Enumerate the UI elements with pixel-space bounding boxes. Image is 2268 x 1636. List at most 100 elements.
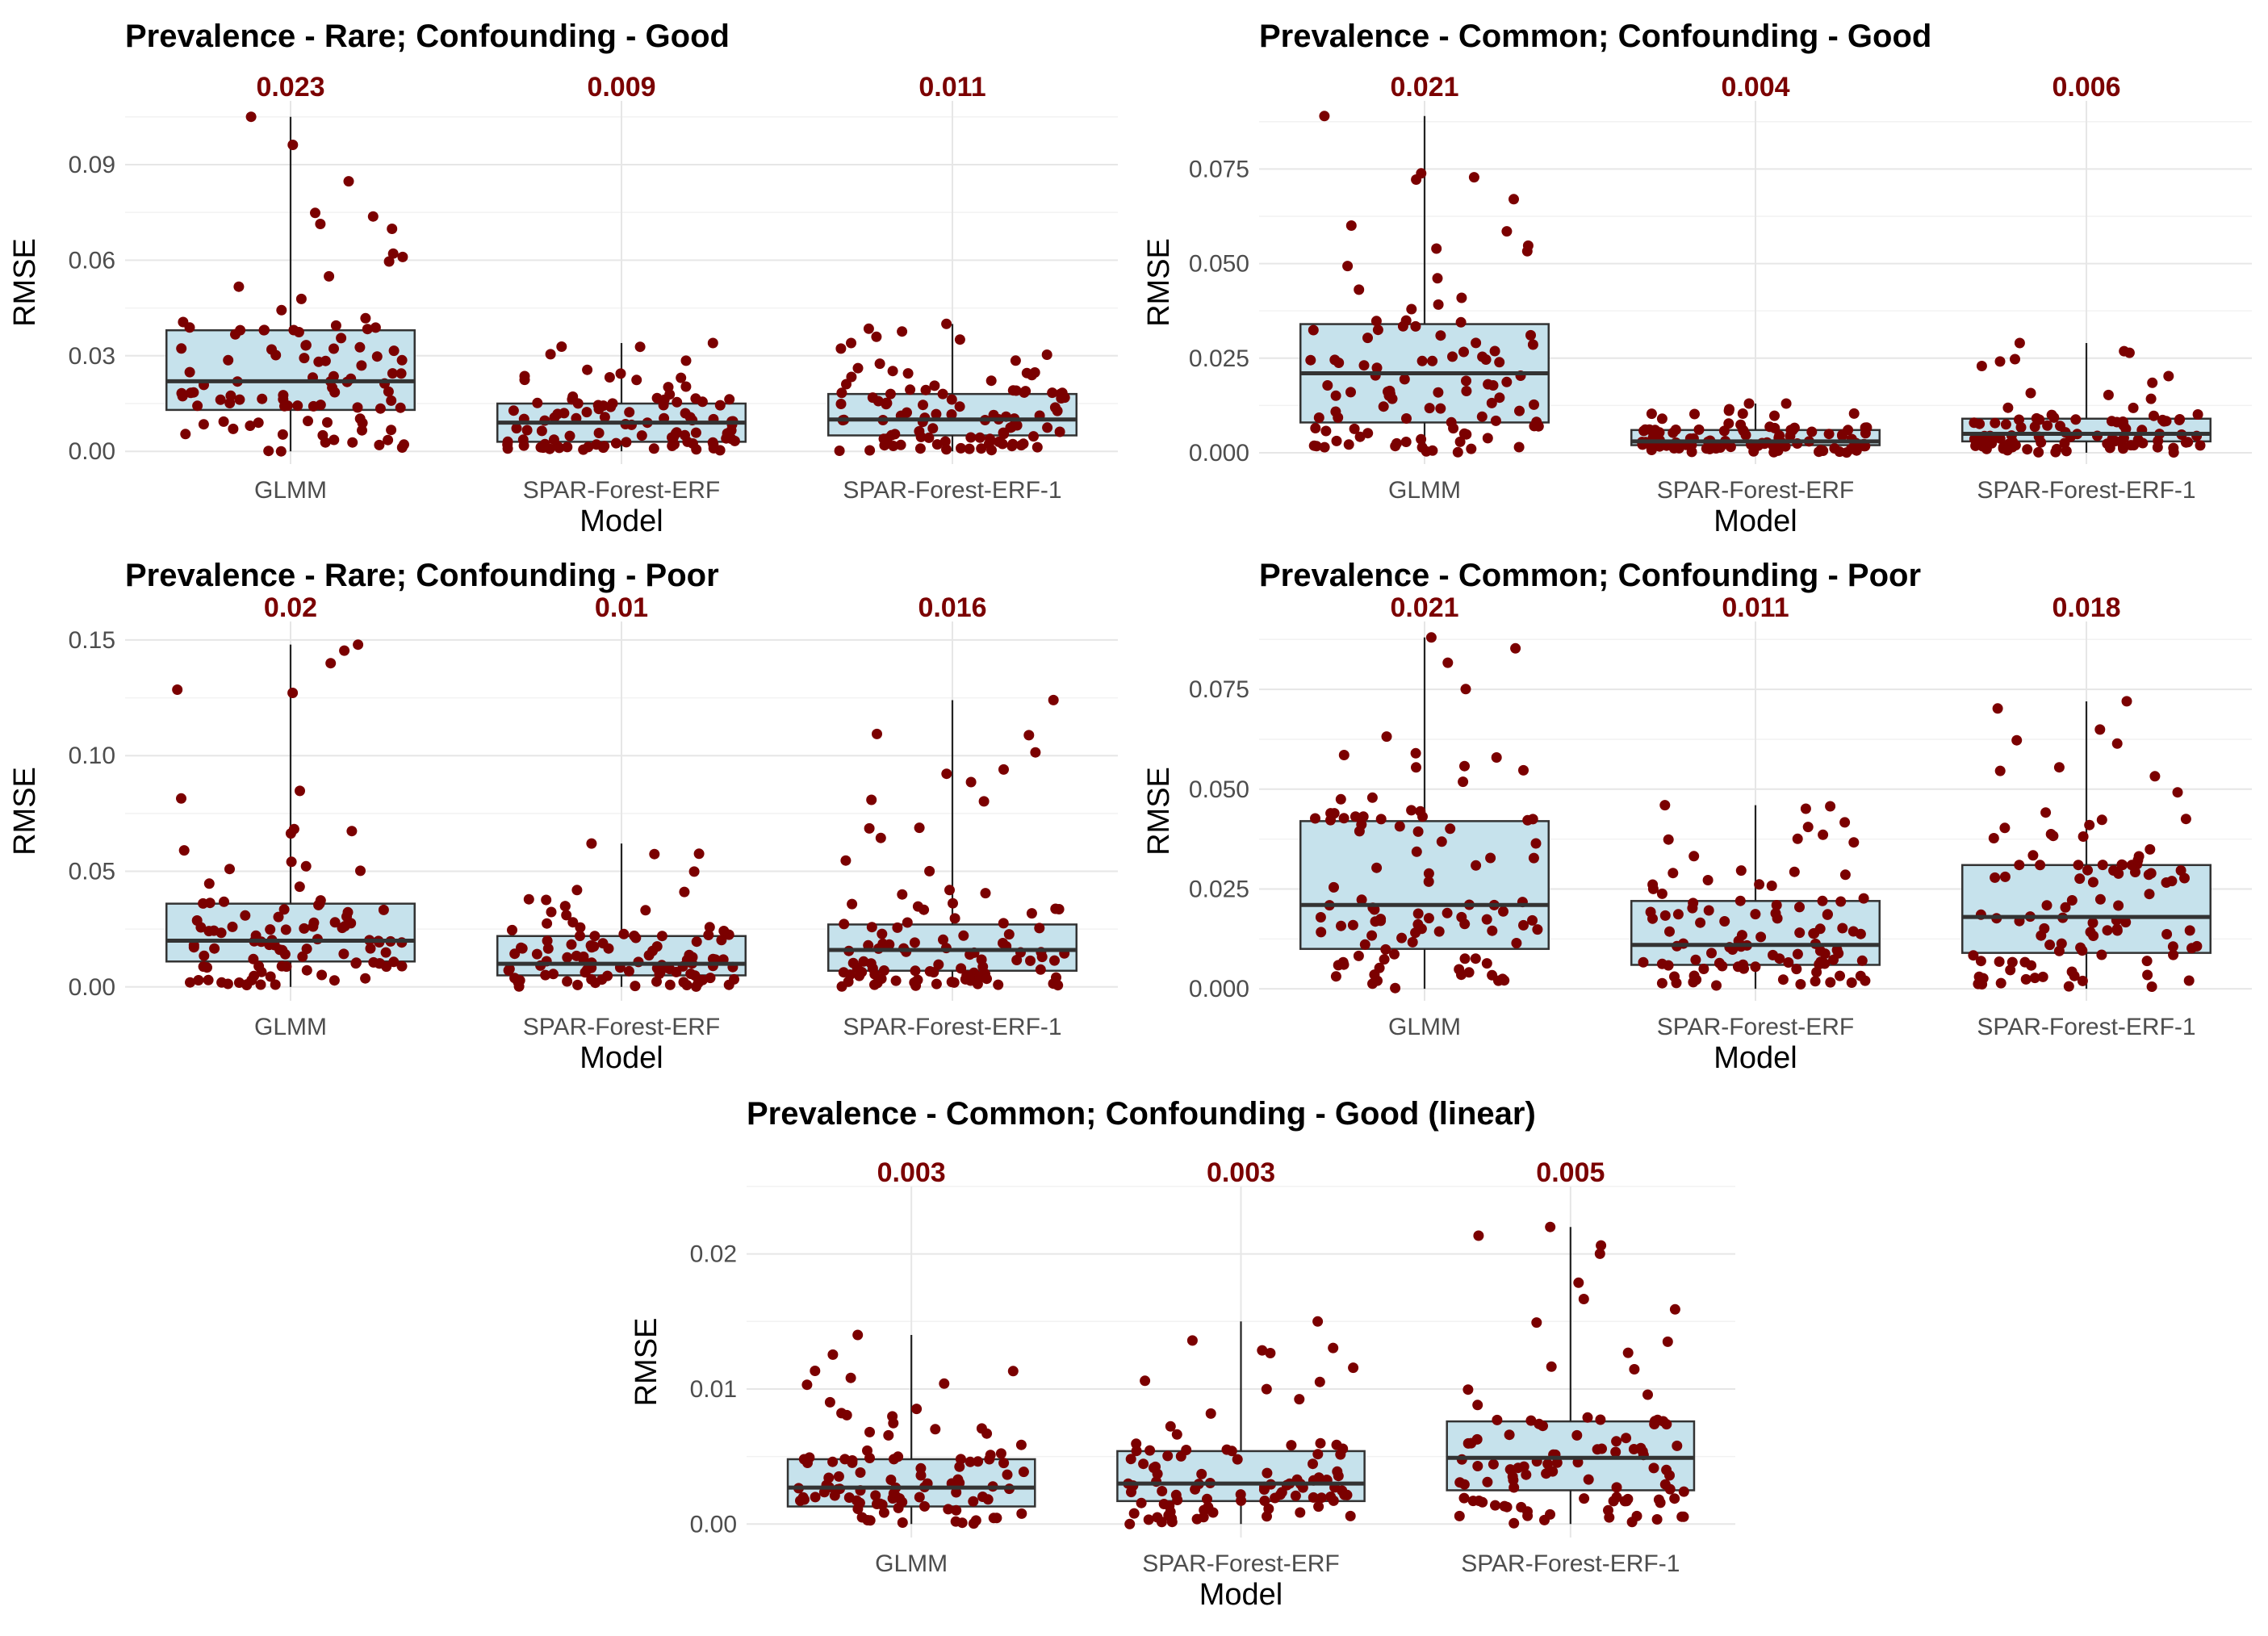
data-point	[1312, 1449, 1324, 1460]
data-point	[234, 394, 245, 405]
data-point	[980, 888, 991, 899]
data-point	[2117, 860, 2128, 871]
panel-title: Prevalence - Common; Confounding - Good	[1259, 19, 1931, 54]
data-point	[1265, 1348, 1276, 1358]
data-point	[881, 399, 892, 410]
data-point	[2120, 917, 2132, 928]
data-point	[847, 898, 858, 910]
data-point	[958, 930, 969, 941]
box-SPAR-Forest-ERF: 0.004	[1630, 72, 1881, 458]
data-point	[1181, 1445, 1192, 1455]
data-point	[330, 320, 341, 331]
data-point	[902, 368, 914, 379]
data-point	[1397, 320, 1408, 332]
data-point	[2077, 945, 2088, 956]
data-point	[249, 970, 260, 981]
data-point	[2096, 814, 2107, 826]
data-point	[513, 981, 525, 992]
x-axis-title: Model	[580, 1041, 663, 1075]
data-point	[562, 976, 573, 987]
data-point	[383, 434, 394, 446]
data-point	[278, 390, 289, 401]
data-point	[624, 407, 635, 418]
data-point	[2050, 446, 2061, 458]
data-point	[328, 370, 339, 382]
data-point	[697, 396, 708, 408]
data-point	[965, 776, 977, 788]
data-point	[294, 881, 305, 893]
data-point	[623, 965, 634, 977]
data-point	[618, 928, 630, 939]
data-point	[1594, 1248, 1605, 1259]
data-point	[545, 349, 556, 360]
x-tick-label: SPAR-Forest-ERF	[523, 477, 720, 504]
data-point	[1501, 226, 1513, 237]
data-point	[1472, 1400, 1483, 1411]
data-point	[839, 918, 850, 930]
data-point	[843, 1492, 855, 1503]
data-point	[1688, 897, 1699, 909]
data-point	[395, 402, 406, 413]
data-point	[1458, 776, 1469, 788]
mean-label: 0.023	[256, 72, 324, 103]
data-point	[716, 935, 727, 946]
data-point	[1646, 445, 1657, 455]
data-point	[1412, 918, 1424, 930]
data-point	[1494, 357, 1505, 368]
data-point	[1610, 1446, 1621, 1458]
data-point	[1999, 871, 2011, 882]
data-point	[894, 1493, 906, 1504]
data-point	[1356, 894, 1367, 906]
data-point	[1785, 425, 1797, 436]
data-point	[1531, 1317, 1542, 1328]
data-point	[1766, 881, 1777, 891]
data-point	[1754, 879, 1765, 890]
data-point	[1461, 375, 1471, 387]
data-point	[978, 796, 990, 807]
data-point	[1485, 852, 1496, 864]
data-point	[1837, 923, 1848, 934]
mean-label: 0.003	[877, 1157, 946, 1188]
data-point	[1259, 1496, 1270, 1506]
data-point	[2168, 949, 2179, 960]
data-point	[219, 896, 229, 907]
data-point	[836, 1408, 847, 1419]
data-point	[1164, 1500, 1175, 1512]
data-point	[508, 405, 519, 416]
data-point	[1433, 387, 1444, 398]
data-point	[1969, 417, 1980, 429]
data-point	[230, 328, 241, 340]
data-point	[395, 368, 407, 379]
y-tick-label: 0.05	[69, 859, 115, 885]
data-point	[1529, 421, 1540, 432]
data-point	[1702, 875, 1714, 885]
data-point	[1023, 730, 1035, 741]
data-point	[1486, 397, 1497, 408]
data-point	[1366, 930, 1378, 941]
data-point	[1136, 1497, 1147, 1508]
data-point	[2111, 738, 2123, 749]
data-point	[193, 975, 204, 985]
data-point	[1325, 814, 1336, 826]
data-point	[1358, 811, 1369, 822]
data-point	[2033, 446, 2044, 458]
data-point	[1774, 430, 1785, 441]
data-point	[367, 211, 379, 222]
x-axis-title: Model	[580, 504, 663, 538]
data-point	[274, 944, 286, 956]
mean-label: 0.02	[264, 592, 317, 623]
data-point	[192, 400, 203, 412]
data-point	[286, 856, 297, 868]
data-point	[571, 885, 583, 896]
data-point	[1030, 747, 1041, 758]
data-point	[1015, 440, 1027, 451]
data-point	[834, 446, 845, 456]
data-point	[329, 387, 341, 398]
data-point	[1811, 967, 1822, 977]
data-point	[1423, 876, 1434, 887]
x-tick-label: GLMM	[875, 1550, 948, 1577]
data-point	[1472, 1461, 1483, 1471]
x-tick-label: SPAR-Forest-ERF-1	[1977, 1014, 2195, 1040]
data-point	[1407, 936, 1418, 948]
data-point	[905, 384, 916, 395]
